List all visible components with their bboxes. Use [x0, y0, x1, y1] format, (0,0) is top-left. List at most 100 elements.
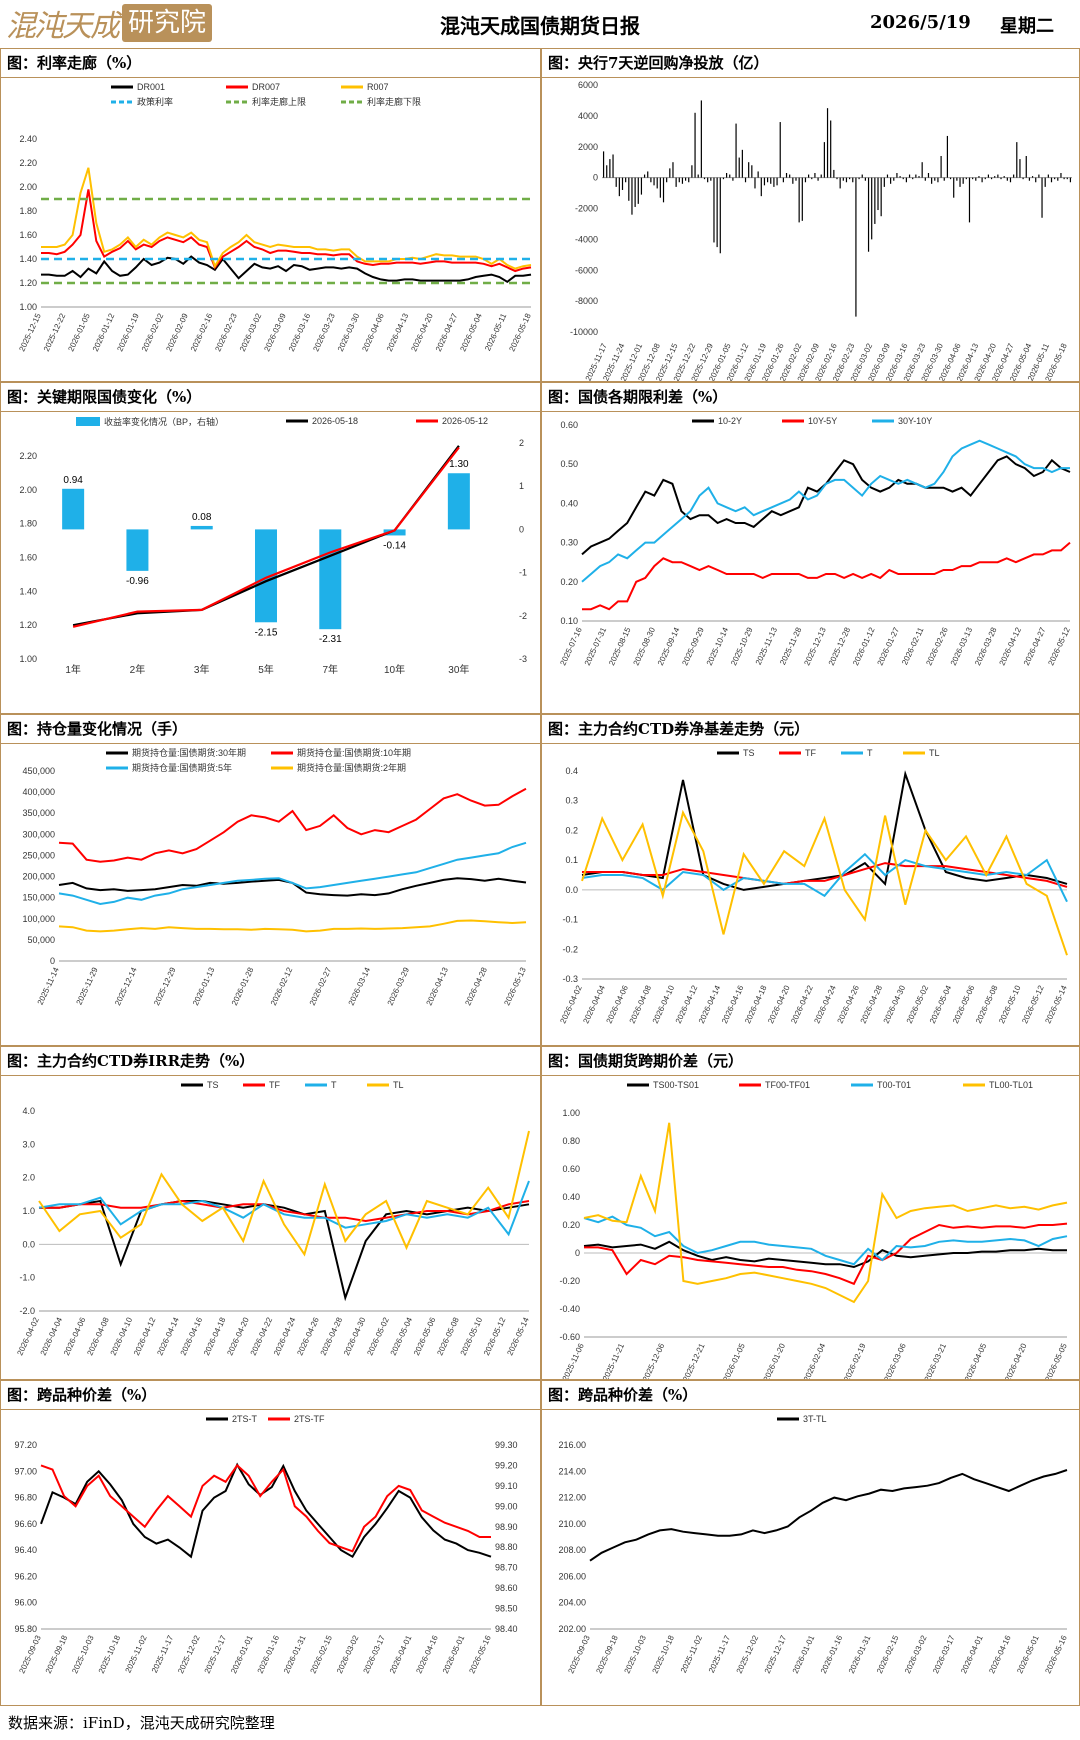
- chart-term-spread: 0.100.200.300.400.500.602025-07-162025-0…: [558, 416, 1072, 667]
- x-tick-label: 2025-12-06: [641, 1342, 667, 1379]
- y-tick-label: 100,000: [22, 914, 55, 924]
- series-line: [589, 1469, 1068, 1562]
- x-tick-label: 2026-04-16: [414, 1634, 440, 1675]
- panel-title: 图：关键期限国债变化（%）: [1, 383, 540, 412]
- y2-tick-label: 2: [519, 438, 524, 448]
- panel-title: 图：跨品种价差（%）: [1, 1381, 540, 1410]
- x-tick-label: 2026-03-14: [347, 966, 373, 1007]
- x-tick-label: 2026-01-31: [847, 1634, 873, 1675]
- x-tick-label: 2026-01-28: [230, 966, 256, 1007]
- x-tick-label: 2025-12-15: [17, 312, 43, 353]
- series-line: [583, 1215, 1068, 1266]
- y-tick-label: 206.00: [558, 1571, 586, 1581]
- x-tick-label: 2026-02-16: [189, 312, 215, 353]
- series-line: [38, 1130, 530, 1257]
- x-tick-label: 2026-04-16: [720, 984, 746, 1025]
- y-tick-label: 1.20: [19, 620, 37, 630]
- y-tick-label: 96.40: [14, 1545, 37, 1555]
- y-tick-label: 214.00: [558, 1466, 586, 1476]
- x-tick-label: 2026-05-16: [1043, 1634, 1069, 1675]
- x-tick-label: 2026-02-23: [213, 312, 239, 353]
- legend-label: 10-2Y: [718, 416, 742, 426]
- y-tick-label: -0.2: [562, 944, 578, 954]
- x-tick-label: 2026-04-12: [998, 626, 1024, 667]
- y-tick-label: -8000: [575, 296, 598, 306]
- y-tick-label: 150,000: [22, 893, 55, 903]
- y-tick-label: 210.00: [558, 1519, 586, 1529]
- y-tick-label: 4000: [578, 111, 598, 121]
- series-line: [582, 862, 1068, 888]
- x-tick-label: 3年: [194, 663, 210, 676]
- x-tick-label: 2025-12-17: [763, 1634, 789, 1675]
- x-tick-label: 2025-11-28: [778, 626, 803, 667]
- x-tick-label: 2年: [130, 663, 146, 676]
- legend-label: T: [331, 1080, 337, 1090]
- x-tick-label: 2026-03-06: [882, 1342, 908, 1379]
- company-logo: 混沌天成 研究院: [6, 4, 213, 44]
- x-tick-label: 2026-05-04: [458, 312, 484, 353]
- panel-title: 图：主力合约CTD券IRR走势（%）: [1, 1047, 540, 1076]
- chart-ctd-basis: -0.3-0.2-0.10.00.10.20.30.42026-04-02202…: [558, 748, 1069, 1025]
- panel-ctd-irr: 图：主力合约CTD券IRR走势（%） -2.0 -1.0 0.0 1.0 2.0 3.0 4…: [0, 1046, 541, 1380]
- x-tick-label: 2026-04-06: [605, 984, 631, 1025]
- series-line: [40, 1463, 491, 1553]
- panel-title: 图：央行7天逆回购净投放（亿）: [542, 49, 1079, 78]
- y-tick-label: 96.80: [14, 1493, 37, 1503]
- x-tick-label: 2026-05-16: [467, 1634, 493, 1675]
- series-line: [58, 841, 527, 906]
- panel-title: 图：利率走廊（%）: [1, 49, 540, 78]
- x-tick-label: 2026-01-05: [66, 312, 92, 353]
- y2-tick-label: 98.40: [495, 1624, 518, 1634]
- x-tick-label: 2026-04-13: [385, 312, 411, 353]
- x-tick-label: 5年: [258, 663, 274, 676]
- x-tick-label: 2026-02-15: [875, 1634, 901, 1675]
- x-tick-label: 2026-01-12: [91, 312, 117, 353]
- x-tick-label: 2026-01-05: [721, 1342, 747, 1379]
- x-tick-label: 2026-04-24: [272, 1316, 298, 1357]
- x-tick-label: 2026-04-10: [651, 984, 677, 1025]
- series-line: [40, 1462, 492, 1559]
- legend-label: 10Y-5Y: [808, 416, 837, 426]
- series-line: [583, 1240, 1067, 1269]
- x-tick-label: 2026-04-16: [987, 1634, 1013, 1675]
- data-label: -2.15: [255, 627, 278, 638]
- x-tick-label: 2026-04-08: [85, 1316, 111, 1357]
- bar: [319, 529, 342, 630]
- series-line: [581, 809, 1068, 956]
- legend-label: 2026-05-12: [442, 416, 488, 426]
- x-tick-label: 2025-11-29: [75, 966, 100, 1007]
- x-tick-label: 2025-07-31: [583, 626, 609, 667]
- y-tick-label: 0.2: [565, 825, 578, 835]
- x-tick-label: 2026-04-26: [295, 1316, 321, 1357]
- logo-script: 混沌天成: [6, 9, 120, 44]
- legend-label: 利率走廊上限: [252, 96, 306, 107]
- x-tick-label: 2025-10-18: [651, 1634, 677, 1675]
- x-tick-label: 2026-03-17: [361, 1634, 387, 1675]
- y2-tick-label: 0: [519, 524, 524, 534]
- x-tick-label: 2026-04-12: [674, 984, 700, 1025]
- x-tick-label: 2026-01-19: [115, 312, 141, 353]
- series-line: [39, 1199, 530, 1223]
- y-tick-label: 97.00: [14, 1466, 37, 1476]
- x-tick-label: 2025-12-28: [827, 626, 853, 667]
- data-label: -0.14: [383, 540, 406, 551]
- report-title: 混沌天成国债期货日报: [440, 14, 640, 38]
- y-tick-label: 0: [593, 173, 598, 183]
- x-tick-label: 2025-12-17: [203, 1634, 229, 1675]
- legend-label: 利率走廊下限: [367, 96, 421, 107]
- x-tick-label: 2026-04-30: [342, 1316, 368, 1357]
- y-tick-label: 450,000: [22, 766, 55, 776]
- legend-label: 2TS-T: [232, 1414, 258, 1424]
- y-tick-label: 0.20: [560, 577, 578, 587]
- x-tick-label: 2026-03-16: [287, 312, 313, 353]
- y-tick-label: 0.0: [565, 885, 578, 895]
- x-tick-label: 2026-04-22: [789, 984, 815, 1025]
- panel-rate-corridor: 图：利率走廊（%） 1.00 1.20 1.40 1.60 1.80 2.00 2.20 2.…: [0, 48, 541, 382]
- x-tick-label: 2026-04-02: [558, 984, 584, 1025]
- y2-tick-label: 99.10: [495, 1481, 518, 1491]
- x-tick-label: 2026-05-02: [365, 1316, 391, 1357]
- y-tick-label: 250,000: [22, 850, 55, 860]
- x-tick-label: 2025-11-02: [679, 1634, 704, 1675]
- series-line: [41, 189, 532, 273]
- x-tick-label: 2026-02-27: [308, 966, 334, 1007]
